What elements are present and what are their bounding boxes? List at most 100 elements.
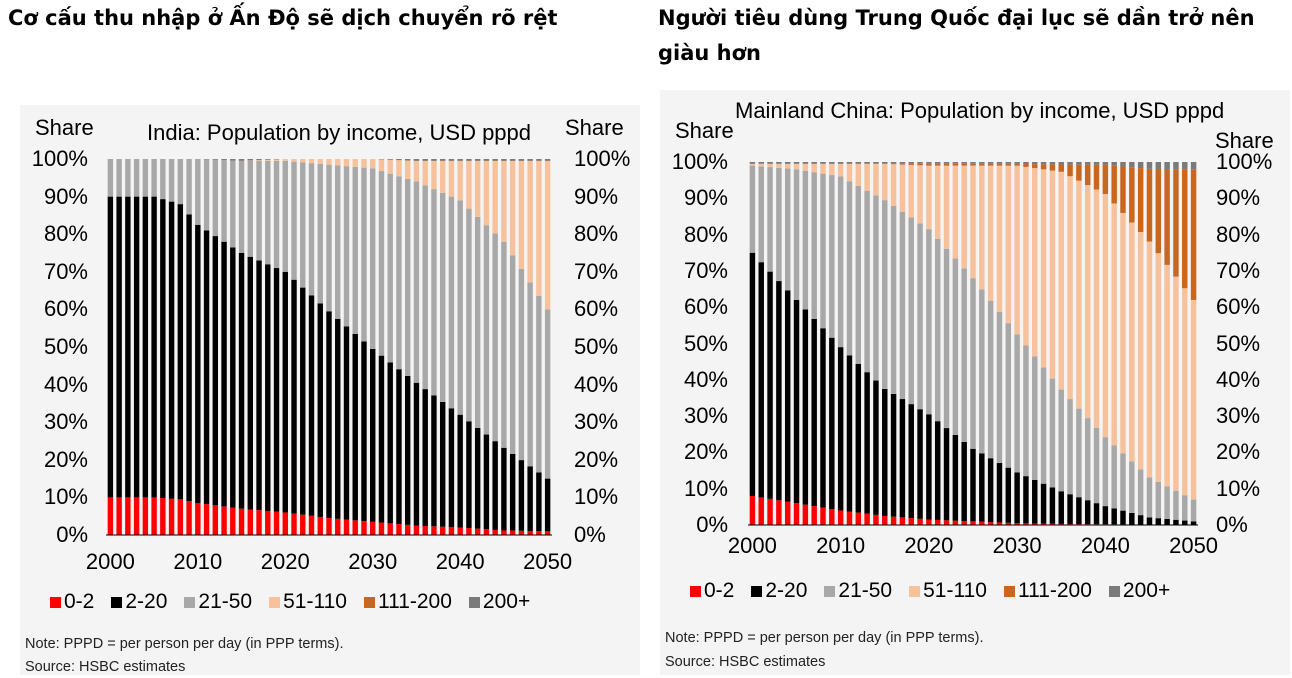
india-bar-2009-21-50 <box>186 159 191 214</box>
india-legend-swatch <box>364 597 375 608</box>
china-right-y-tick-label: 80% <box>1216 224 1260 246</box>
india-bar-2011-2-20 <box>204 230 209 504</box>
india-left-y-tick-label: 60% <box>28 298 88 320</box>
china-bar-2033-51-110 <box>1041 169 1046 367</box>
china-bar-2017-200+ <box>900 162 905 164</box>
china-bar-2001-21-50 <box>759 166 764 262</box>
china-bar-2025-2-20 <box>970 449 975 522</box>
india-bar-2014-200+ <box>230 159 235 161</box>
china-bar-2022-200+ <box>944 162 949 164</box>
india-bar-2001-0-2 <box>116 497 121 535</box>
india-left-y-tick-label: 40% <box>28 374 88 396</box>
india-legend-swatch <box>50 597 61 608</box>
india-bar-2050-21-50 <box>545 309 550 478</box>
china-bar-2023-21-50 <box>953 259 958 435</box>
india-bar-2017-51-110 <box>256 160 261 161</box>
china-legend-swatch <box>1004 586 1015 597</box>
india-bar-2030-21-50 <box>370 168 375 348</box>
india-bar-2038-2-20 <box>440 402 445 527</box>
india-bar-2008-21-50 <box>178 159 183 204</box>
china-bar-2000-200+ <box>750 162 755 164</box>
india-right-y-tick-label: 100% <box>574 148 630 170</box>
china-bar-2040-200+ <box>1103 162 1108 165</box>
india-bar-2000-21-50 <box>108 159 113 197</box>
china-right-y-tick-label: 70% <box>1216 260 1260 282</box>
china-legend-swatch <box>909 586 920 597</box>
china-bar-2003-200+ <box>776 162 781 164</box>
india-bar-2012-0-2 <box>213 505 218 535</box>
india-bar-2018-200+ <box>265 159 270 160</box>
india-bar-2027-21-50 <box>344 166 349 326</box>
india-legend-item: 200+ <box>469 590 530 614</box>
china-bar-2029-200+ <box>1006 162 1011 164</box>
india-bar-2048-2-20 <box>527 466 532 531</box>
india-right-y-tick-label: 10% <box>574 486 618 508</box>
china-bar-2031-111-200 <box>1023 164 1028 167</box>
india-bar-2000-2-20 <box>108 197 113 498</box>
india-bar-2001-2-20 <box>116 197 121 498</box>
china-bar-2030-2-20 <box>1014 472 1019 523</box>
china-bar-2016-200+ <box>891 162 896 164</box>
india-right-y-tick-label: 30% <box>574 411 618 433</box>
china-bar-2045-111-200 <box>1147 169 1152 242</box>
china-bar-2028-2-20 <box>997 463 1002 523</box>
india-bar-2041-0-2 <box>466 528 471 535</box>
china-bar-2027-21-50 <box>988 301 993 459</box>
china-left-y-tick-label: 50% <box>668 333 728 355</box>
china-bar-2009-21-50 <box>829 175 834 338</box>
india-legend-swatch <box>469 597 480 608</box>
india-bar-2022-2-20 <box>300 288 305 515</box>
india-bar-2047-200+ <box>519 159 524 161</box>
india-bar-2010-2-20 <box>195 225 200 503</box>
india-left-y-tick-label: 0% <box>28 524 88 546</box>
china-bar-2036-2-20 <box>1067 494 1072 524</box>
china-bar-2017-21-50 <box>900 212 905 399</box>
china-bar-2008-21-50 <box>820 174 825 329</box>
china-bar-2038-21-50 <box>1085 418 1090 500</box>
india-bar-2028-0-2 <box>353 520 358 535</box>
china-bar-2040-2-20 <box>1103 506 1108 524</box>
china-bar-2006-2-20 <box>803 309 808 504</box>
china-bar-2022-51-110 <box>944 166 949 249</box>
china-bar-2015-2-20 <box>882 389 887 516</box>
china-bar-2035-21-50 <box>1059 390 1064 492</box>
india-bar-2020-21-50 <box>283 161 288 272</box>
china-bar-2028-111-200 <box>997 164 1002 166</box>
india-bar-2019-51-110 <box>274 159 279 161</box>
china-legend-label: 0-2 <box>704 579 734 603</box>
china-chart-title: Mainland China: Population by income, US… <box>735 98 1224 124</box>
india-bar-2050-0-2 <box>545 531 550 535</box>
china-bar-2002-0-2 <box>767 499 772 525</box>
china-bar-2004-0-2 <box>785 502 790 525</box>
india-bar-2050-51-110 <box>545 161 550 310</box>
india-bar-2041-200+ <box>466 159 471 161</box>
india-bar-2028-51-110 <box>353 159 358 167</box>
india-bar-2039-200+ <box>449 159 454 161</box>
china-bar-2043-51-110 <box>1129 222 1134 461</box>
india-bar-2005-0-2 <box>151 497 156 535</box>
india-bar-2032-21-50 <box>388 174 393 363</box>
china-bar-2015-200+ <box>882 162 887 164</box>
india-bar-2037-200+ <box>431 159 436 161</box>
left-axis-share-label: Share <box>675 118 734 144</box>
india-legend-item: 2-20 <box>111 590 167 614</box>
china-bar-2004-200+ <box>785 162 790 164</box>
india-bar-2049-21-50 <box>536 296 541 473</box>
china-bar-2042-200+ <box>1120 162 1125 167</box>
india-bar-2018-21-50 <box>265 161 270 264</box>
china-bar-2015-0-2 <box>882 516 887 525</box>
china-bar-2050-200+ <box>1191 162 1196 169</box>
china-bar-2015-51-110 <box>882 164 887 200</box>
india-bar-2012-2-20 <box>213 236 218 505</box>
india-bar-2008-2-20 <box>178 204 183 499</box>
china-bar-2019-2-20 <box>917 409 922 519</box>
india-bar-2017-21-50 <box>256 161 261 261</box>
india-right-y-tick-label: 0% <box>574 524 606 546</box>
china-bar-2018-111-200 <box>909 164 914 165</box>
india-bar-2044-51-110 <box>492 161 497 234</box>
india-legend-label: 51-110 <box>283 590 347 614</box>
india-bar-2025-0-2 <box>326 518 331 535</box>
india-bar-2013-200+ <box>221 159 226 160</box>
china-bar-2049-200+ <box>1182 162 1187 169</box>
china-bar-2004-2-20 <box>785 291 790 502</box>
